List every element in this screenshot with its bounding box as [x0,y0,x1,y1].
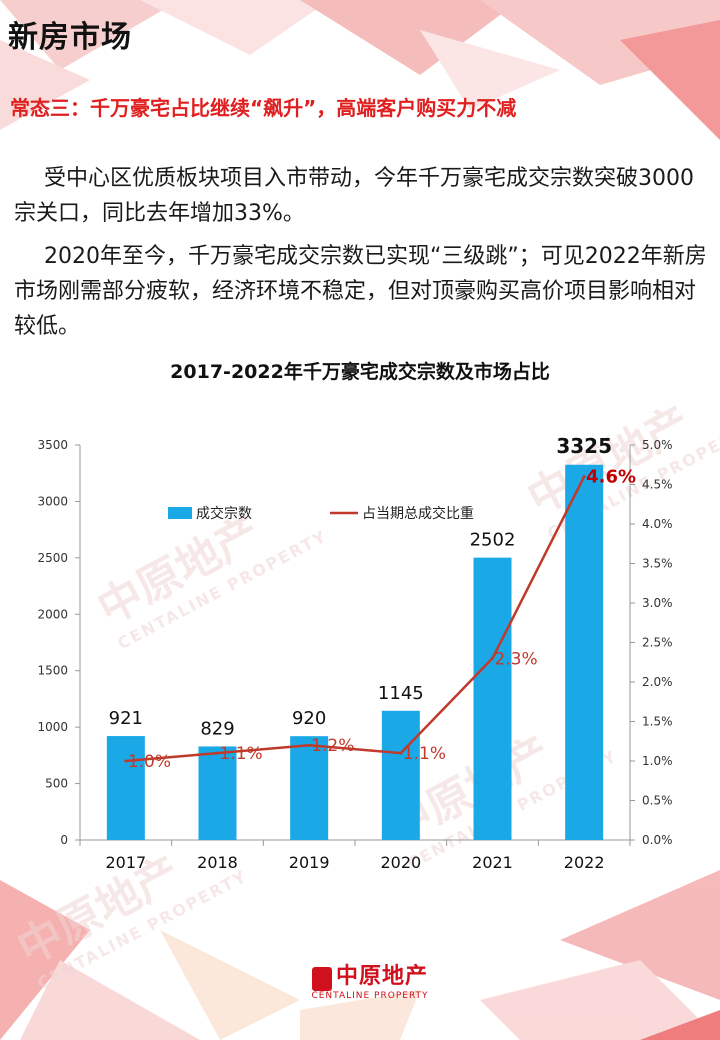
share-point [582,475,586,479]
y-left-tick-label: 1000 [37,720,68,734]
share-point [124,759,128,763]
x-tick-label: 2017 [105,853,146,872]
chart-title: 2017-2022年千万豪宅成交宗数及市场占比 [170,361,550,383]
bar [290,736,329,840]
x-tick-label: 2021 [472,853,513,872]
y-left-tick-label: 3500 [37,438,68,452]
paragraph-2: 2020年至今，千万豪宅成交宗数已实现“三级跳”；可见2022年新房市场刚需部分… [14,244,707,339]
y-right-tick-label: 5.0% [642,438,673,452]
y-right-tick-label: 2.5% [642,636,673,650]
share-value-label: 4.6% [586,467,636,488]
section-subtitle: 常态三：千万豪宅占比继续“飙升”，高端客户购买力不减 [10,96,517,120]
y-left-tick-label: 500 [45,777,68,791]
x-tick-label: 2020 [380,853,421,872]
paragraph-1: 受中心区优质板块项目入市带动，今年千万豪宅成交宗数突破3000宗关口，同比去年增… [14,166,694,226]
y-right-tick-label: 1.0% [642,754,673,768]
bar [565,464,604,840]
y-right-tick-label: 4.5% [642,478,673,492]
y-right-tick-label: 1.5% [642,715,673,729]
legend-label-bars: 成交宗数 [196,505,252,522]
legend-label-line: 占当期总成交比重 [362,505,474,522]
x-tick-label: 2022 [564,853,605,872]
share-value-label: 1.1% [220,744,263,764]
bar-value-label: 921 [109,708,143,729]
bar [106,736,145,840]
logo-icon [311,966,332,991]
page-title: 新房市场 [8,20,132,55]
share-point [307,743,311,747]
share-point [216,751,219,755]
y-left-tick-label: 0 [60,833,68,847]
footer-logo: 中原地产 CENTALINE PROPERTY [311,964,429,1001]
y-left-tick-label: 2500 [37,551,68,565]
y-right-tick-label: 3.0% [642,596,673,610]
share-point [491,656,494,660]
bar [473,557,512,840]
y-right-tick-label: 0.5% [642,794,673,808]
y-right-tick-label: 2.0% [642,675,673,689]
y-left-tick-label: 2000 [37,607,68,621]
bar-value-label: 920 [292,708,326,729]
bar-value-label: 1145 [378,683,424,704]
y-right-tick-label: 4.0% [642,517,673,531]
bar [381,710,420,840]
share-value-label: 1.0% [128,752,171,772]
y-left-tick-label: 1500 [37,664,68,678]
share-value-label: 2.3% [495,649,538,669]
share-point [399,751,403,755]
share-value-label: 1.2% [311,736,354,756]
x-tick-label: 2018 [197,853,238,872]
share-line [125,476,586,763]
bar-value-label: 2502 [470,530,516,551]
legend-swatch-bars [168,507,192,519]
y-right-tick-label: 3.5% [642,557,673,571]
bar-value-label: 3325 [556,434,612,458]
share-value-label: 1.1% [403,744,446,764]
x-tick-label: 2019 [289,853,330,872]
y-right-tick-label: 0.0% [642,833,673,847]
bar [198,746,237,840]
bar-value-label: 829 [200,718,234,739]
y-left-tick-label: 3000 [37,494,68,508]
combo-chart: 0 500 1000 1500 2000 2500 3000 3500 0.0% 0.5% 1.0%… [37,434,673,872]
